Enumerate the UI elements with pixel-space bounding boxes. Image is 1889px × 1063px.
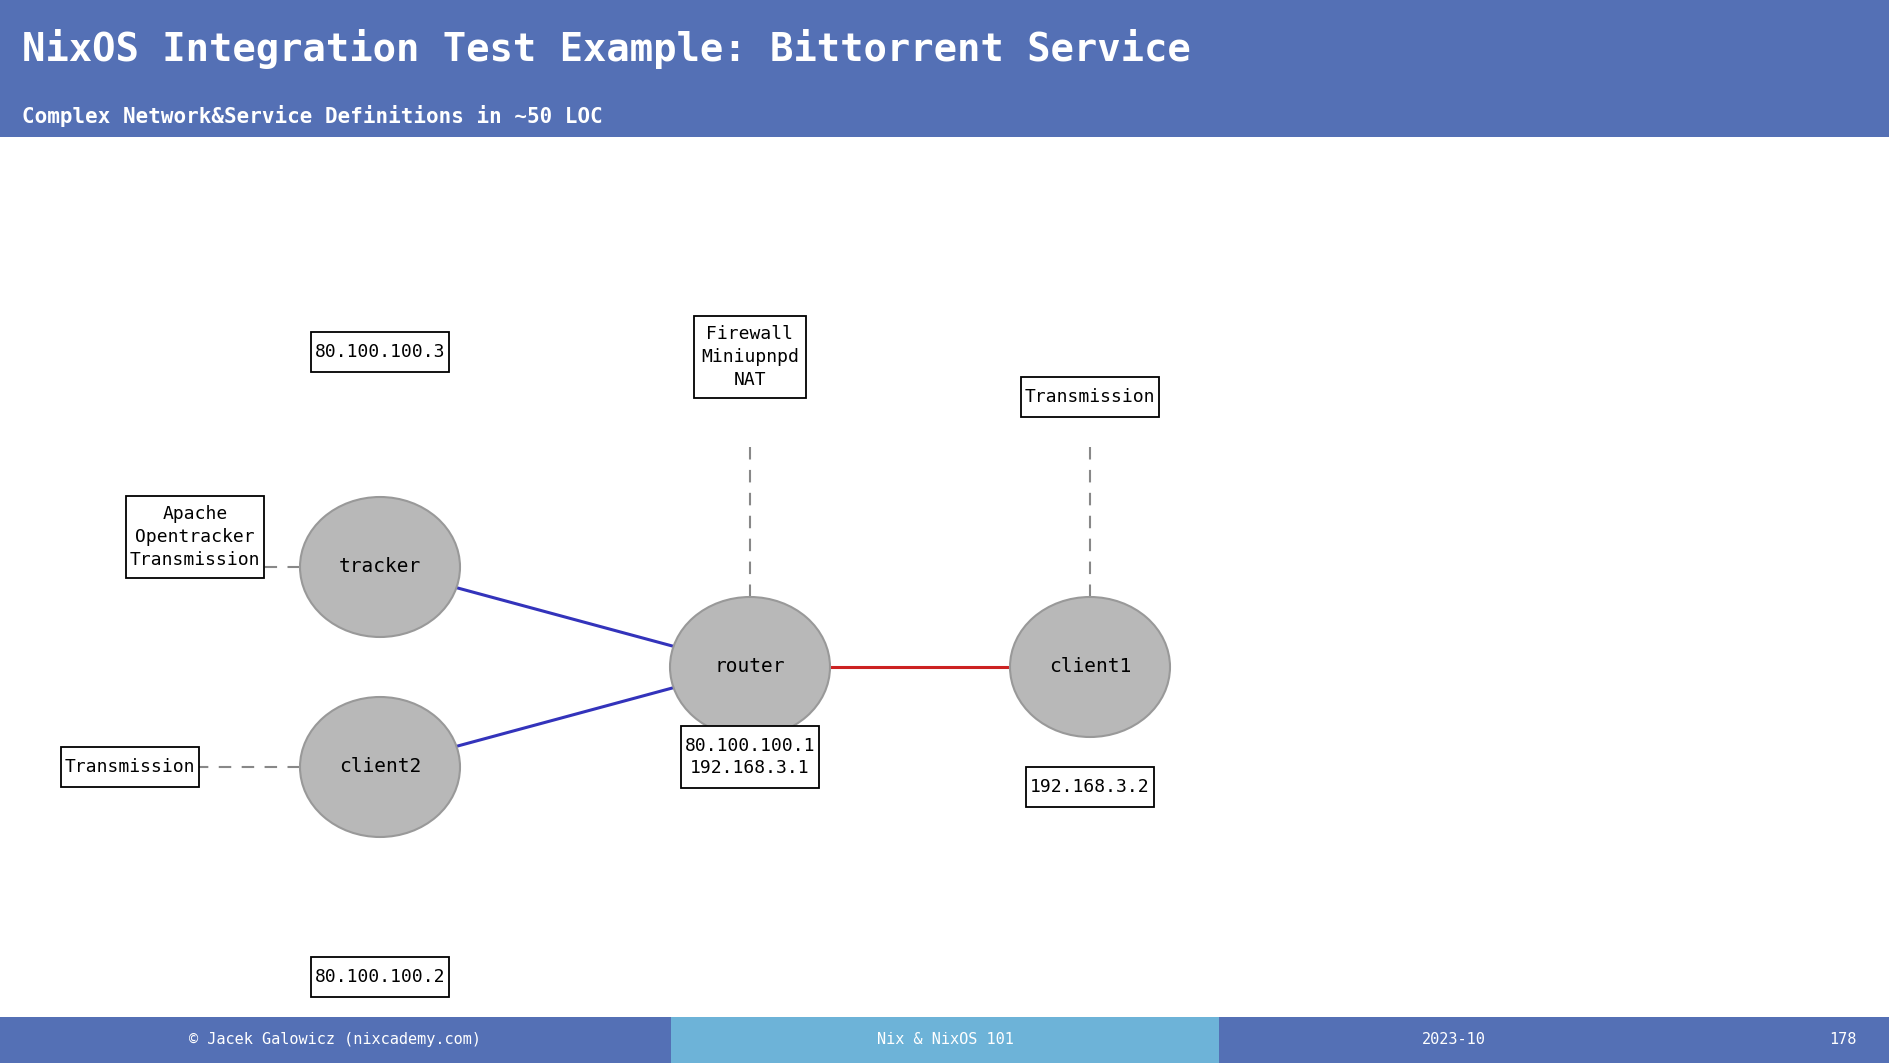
Text: Transmission: Transmission [64, 758, 195, 776]
FancyBboxPatch shape [127, 495, 264, 578]
Text: 192.168.3.2: 192.168.3.2 [1030, 778, 1149, 796]
Text: 80.100.100.2: 80.100.100.2 [315, 968, 446, 986]
FancyBboxPatch shape [1218, 1017, 1889, 1063]
Text: Transmission: Transmission [1024, 388, 1154, 406]
Ellipse shape [1009, 597, 1169, 737]
FancyBboxPatch shape [693, 316, 805, 399]
FancyBboxPatch shape [671, 1017, 1218, 1063]
Text: 80.100.100.3: 80.100.100.3 [315, 343, 446, 361]
Text: © Jacek Galowicz (nixcademy.com): © Jacek Galowicz (nixcademy.com) [189, 1032, 482, 1047]
FancyBboxPatch shape [312, 332, 448, 372]
FancyBboxPatch shape [0, 1017, 671, 1063]
Ellipse shape [669, 597, 829, 737]
Text: 2023-10: 2023-10 [1421, 1032, 1485, 1047]
Text: 80.100.100.1
192.168.3.1: 80.100.100.1 192.168.3.1 [684, 737, 814, 777]
FancyBboxPatch shape [680, 726, 818, 788]
FancyBboxPatch shape [1020, 376, 1158, 418]
Text: client2: client2 [338, 758, 421, 776]
Text: NixOS Integration Test Example: Bittorrent Service: NixOS Integration Test Example: Bittorre… [23, 30, 1190, 69]
FancyBboxPatch shape [60, 746, 198, 788]
Text: Nix & NixOS 101: Nix & NixOS 101 [876, 1032, 1013, 1047]
Text: client1: client1 [1048, 658, 1130, 676]
Ellipse shape [300, 697, 459, 837]
FancyBboxPatch shape [0, 95, 1889, 137]
FancyBboxPatch shape [0, 0, 1889, 95]
Text: tracker: tracker [338, 557, 421, 576]
Text: Apache
Opentracker
Transmission: Apache Opentracker Transmission [130, 505, 261, 569]
Text: Complex Network&Service Definitions in ∼50 LOC: Complex Network&Service Definitions in ∼… [23, 105, 603, 126]
FancyBboxPatch shape [312, 957, 448, 997]
Text: router: router [714, 658, 784, 676]
Text: Firewall
Miniupnpd
NAT: Firewall Miniupnpd NAT [701, 325, 799, 389]
Text: 178: 178 [1829, 1032, 1855, 1047]
FancyBboxPatch shape [1026, 766, 1154, 808]
Ellipse shape [300, 497, 459, 637]
